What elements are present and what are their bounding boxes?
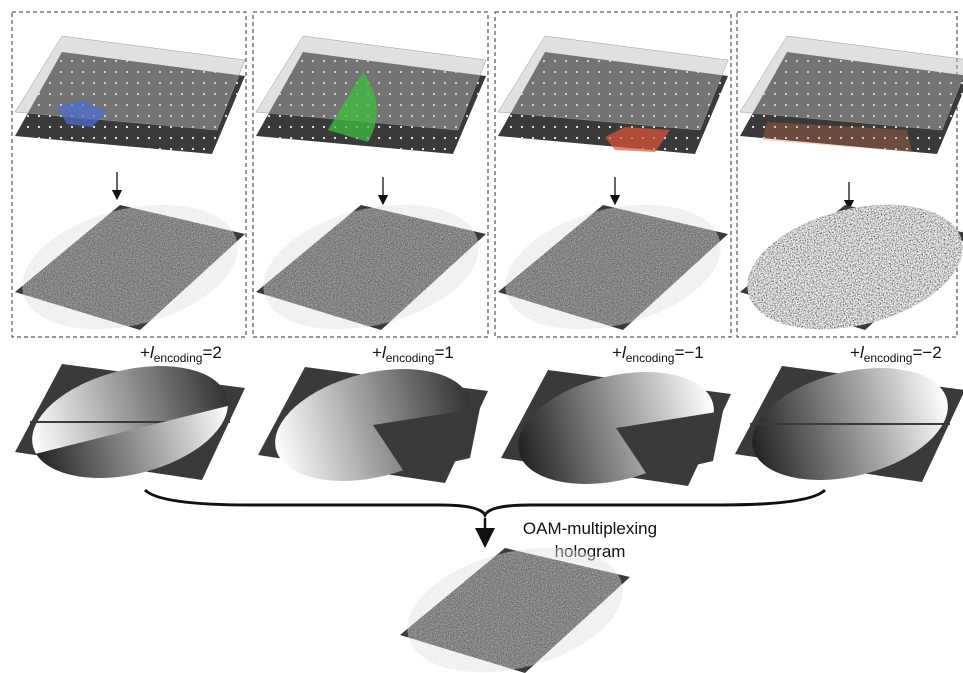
encoding-label: +lencoding=1 — [372, 343, 454, 365]
label-part: + — [612, 343, 622, 362]
label-part: =−1 — [674, 343, 703, 362]
label-part: =1 — [434, 343, 453, 362]
label-part: =−2 — [912, 343, 941, 362]
panel-4 — [734, 12, 963, 350]
label-part: + — [140, 343, 150, 362]
brace — [145, 490, 825, 515]
label-part: encoding — [386, 351, 435, 365]
phase-plate-1 — [15, 347, 245, 496]
label-part: encoding — [154, 351, 203, 365]
label-part: + — [850, 343, 860, 362]
label-part: =2 — [202, 343, 221, 362]
caption: OAM-multiplexing — [523, 519, 657, 538]
encoding-label: +lencoding=2 — [140, 343, 222, 365]
panel-2 — [250, 12, 492, 350]
panel-1 — [9, 12, 251, 350]
phase-plate-3 — [501, 353, 731, 502]
figure: +lencoding=2 +lencoding=1 +lencoding=−1 … — [0, 0, 963, 673]
label-part: + — [372, 343, 382, 362]
phase-plate-4 — [735, 349, 963, 498]
encoding-label: +lencoding=−2 — [850, 343, 942, 365]
encoding-label: +lencoding=−1 — [612, 343, 704, 365]
label-part: encoding — [626, 351, 675, 365]
panel-3 — [492, 12, 734, 350]
label-part: encoding — [864, 351, 913, 365]
phase-plate-2 — [258, 350, 488, 499]
